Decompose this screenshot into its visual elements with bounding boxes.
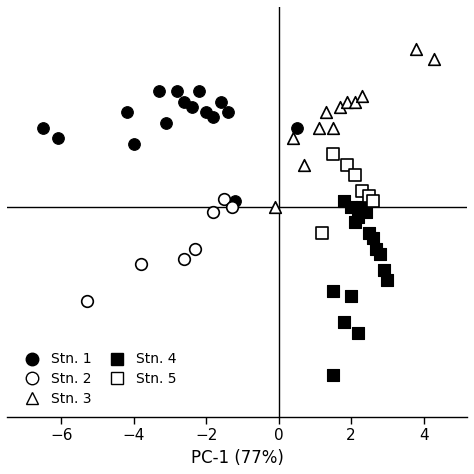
Point: [351, 219, 358, 226]
Point: [369, 234, 377, 242]
Point: [344, 98, 351, 105]
Point: [358, 92, 366, 100]
Point: [344, 161, 351, 168]
Point: [376, 250, 384, 258]
Point: [217, 98, 225, 105]
Point: [220, 195, 228, 202]
Point: [289, 135, 297, 142]
Point: [293, 124, 301, 132]
Point: [340, 198, 347, 205]
Point: [231, 198, 239, 205]
Point: [337, 103, 344, 110]
Point: [319, 229, 326, 237]
Point: [383, 276, 391, 284]
Point: [355, 213, 362, 221]
Point: [340, 319, 347, 326]
Point: [365, 229, 373, 237]
Point: [362, 208, 369, 216]
Point: [137, 261, 145, 268]
Point: [202, 108, 210, 116]
Point: [300, 161, 308, 168]
Point: [347, 292, 355, 300]
Legend: Stn. 1, Stn. 2, Stn. 3, Stn. 4, Stn. 5: Stn. 1, Stn. 2, Stn. 3, Stn. 4, Stn. 5: [14, 348, 181, 410]
Point: [181, 255, 188, 263]
X-axis label: PC-1 (77%): PC-1 (77%): [191, 449, 283, 467]
Point: [373, 245, 380, 252]
Point: [347, 203, 355, 210]
Point: [315, 124, 322, 132]
Point: [163, 118, 170, 126]
Point: [228, 203, 236, 210]
Point: [329, 124, 337, 132]
Point: [380, 266, 388, 273]
Point: [369, 198, 377, 205]
Point: [210, 208, 217, 216]
Point: [351, 98, 358, 105]
Point: [329, 287, 337, 294]
Point: [412, 45, 420, 53]
Point: [210, 113, 217, 121]
Point: [188, 103, 195, 110]
Point: [195, 87, 203, 95]
Point: [271, 203, 279, 210]
Point: [322, 108, 329, 116]
Point: [224, 108, 232, 116]
Point: [130, 140, 137, 147]
Point: [358, 187, 366, 195]
Point: [358, 203, 366, 210]
Point: [155, 87, 163, 95]
Point: [329, 371, 337, 378]
Point: [351, 171, 358, 179]
Point: [54, 135, 62, 142]
Point: [83, 297, 91, 305]
Point: [329, 150, 337, 158]
Point: [173, 87, 181, 95]
Point: [191, 245, 199, 252]
Point: [365, 192, 373, 200]
Point: [355, 329, 362, 337]
Point: [39, 124, 47, 132]
Point: [123, 108, 130, 116]
Point: [431, 55, 438, 63]
Point: [181, 98, 188, 105]
